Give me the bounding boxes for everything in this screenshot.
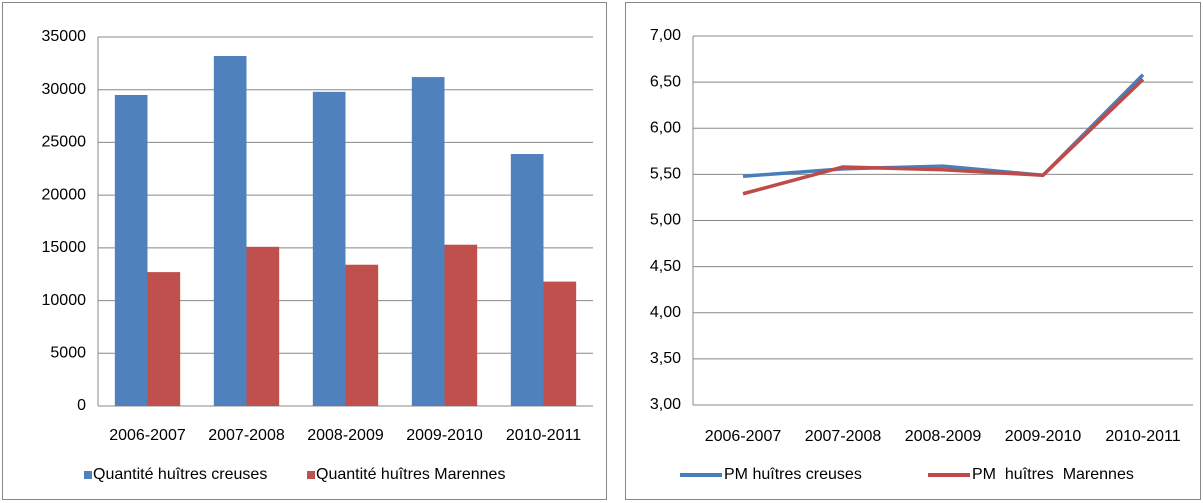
legend-label: Quantité huîtres creuses — [93, 466, 267, 483]
legend-swatch — [84, 471, 92, 479]
legend-label: PM huîtres creuses — [724, 466, 862, 483]
bar — [312, 91, 346, 406]
bar — [147, 272, 181, 406]
y-tick-label: 10000 — [42, 292, 87, 309]
x-tick-label: 2007-2008 — [208, 427, 285, 444]
line — [742, 78, 1145, 196]
bar — [114, 94, 148, 406]
bar — [543, 281, 577, 406]
x-tick-label: 2009-2010 — [406, 427, 483, 444]
y-tick-label: 3,00 — [650, 396, 681, 413]
bar — [411, 77, 445, 406]
legend-swatch — [307, 471, 315, 479]
bar — [510, 154, 544, 406]
y-tick-label: 5000 — [50, 345, 86, 362]
y-tick-label: 0 — [77, 397, 86, 414]
x-tick-label: 2007-2008 — [805, 428, 882, 445]
y-tick-label: 15000 — [42, 239, 87, 256]
chart-frame — [2, 2, 607, 500]
bar — [246, 246, 280, 406]
y-tick-label: 6,50 — [650, 73, 681, 90]
x-tick-label: 2006-2007 — [109, 427, 186, 444]
x-tick-label: 2010-2011 — [1105, 428, 1180, 445]
bar — [213, 55, 247, 406]
y-tick-label: 20000 — [42, 186, 87, 203]
y-tick-label: 4,00 — [650, 304, 681, 321]
x-tick-label: 2006-2007 — [705, 428, 782, 445]
x-tick-label: 2009-2010 — [1005, 428, 1082, 445]
bar — [444, 244, 478, 406]
y-tick-label: 35000 — [42, 28, 87, 45]
bar — [345, 264, 379, 406]
y-tick-label: 6,00 — [650, 119, 681, 136]
y-tick-label: 5,00 — [650, 212, 681, 229]
legend-label: PM huîtres Marennes — [972, 466, 1134, 483]
x-tick-label: 2010-2011 — [506, 427, 581, 444]
x-tick-label: 2008-2009 — [905, 428, 982, 445]
y-tick-label: 30000 — [42, 81, 87, 98]
y-tick-label: 7,00 — [650, 27, 681, 44]
y-tick-label: 3,50 — [650, 350, 681, 367]
chart-frame — [625, 2, 1201, 500]
y-tick-label: 25000 — [42, 134, 87, 151]
legend-label: Quantité huîtres Marennes — [316, 466, 505, 483]
y-tick-label: 4,50 — [650, 258, 681, 275]
x-tick-label: 2008-2009 — [307, 427, 384, 444]
y-tick-label: 5,50 — [650, 166, 681, 183]
